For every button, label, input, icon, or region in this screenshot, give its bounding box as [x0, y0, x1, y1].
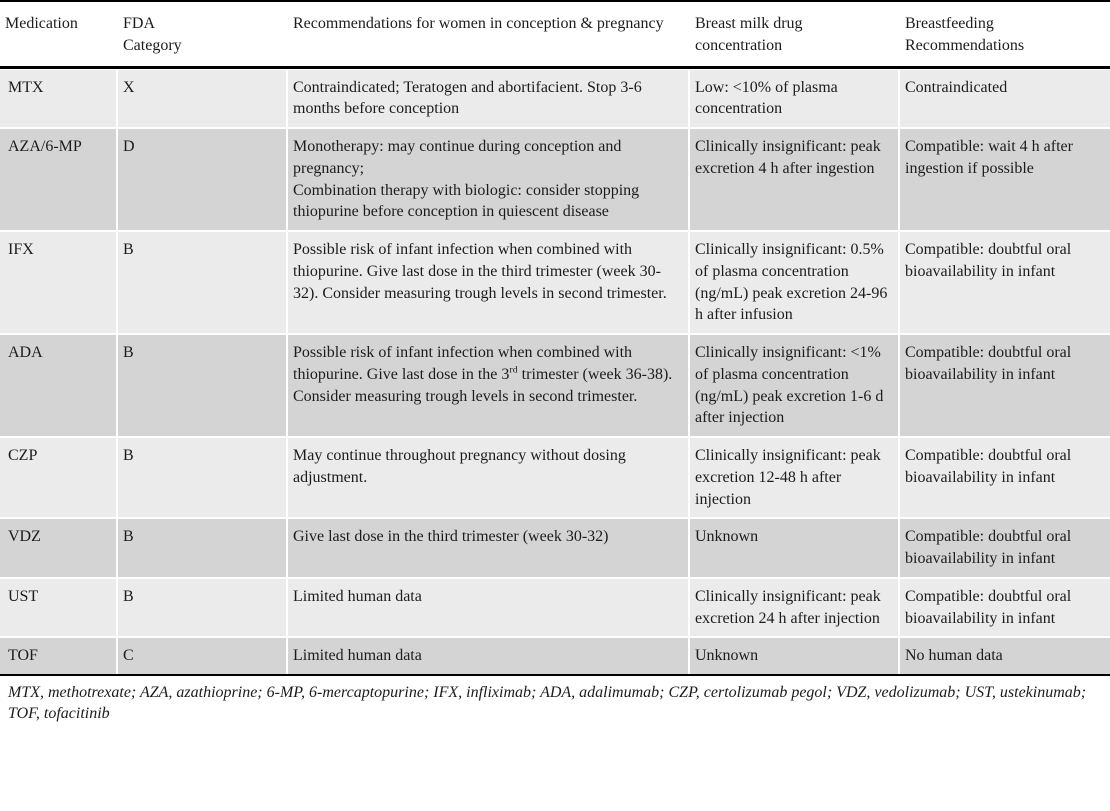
cell-breast-milk: Clinically insignificant: <1% of plasma …: [690, 335, 898, 436]
cell-breastfeeding: No human data: [900, 638, 1110, 674]
cell-breastfeeding: Compatible: doubtful oral bioavailabilit…: [900, 519, 1110, 577]
table-row: TOF C Limited human data Unknown No human da…: [0, 638, 1110, 674]
abbreviation-footnote: MTX, methotrexate; AZA, azathioprine; 6-…: [8, 684, 1087, 723]
cell-recommendation: Limited human data: [288, 578, 688, 637]
cell-medication: UST: [0, 578, 116, 637]
cell-breast-milk: Low: <10% of plasma concentration: [690, 69, 898, 127]
table-top-rule: [0, 0, 1110, 2]
cell-medication: CZP: [0, 438, 116, 518]
cell-fda-category: B: [118, 335, 286, 436]
cell-fda-category: B: [118, 438, 286, 518]
cell-breast-milk: Unknown: [690, 519, 898, 577]
cell-medication: AZA/6-MP: [0, 129, 116, 230]
cell-medication: TOF: [0, 638, 116, 674]
cell-recommendation: Give last dose in the third trimester (w…: [288, 519, 688, 577]
cell-breast-milk: Clinically insignificant: peak excretion…: [690, 129, 898, 230]
table-header-row: Medication FDA Category Recommendations …: [0, 2, 1110, 66]
column-header-fda-category-label: FDA Category: [123, 15, 182, 54]
cell-fda-category: B: [118, 232, 286, 333]
cell-breastfeeding: Contraindicated: [900, 69, 1110, 127]
cell-recommendation: Possible risk of infant infection when c…: [288, 232, 688, 333]
cell-recommendation: Possible risk of infant infection when c…: [288, 335, 688, 436]
cell-breast-milk: Clinically insignificant: peak excretion…: [690, 438, 898, 518]
cell-recommendation: Limited human data: [288, 638, 688, 674]
cell-medication: VDZ: [0, 519, 116, 577]
cell-breastfeeding: Compatible: doubtful oral bioavailabilit…: [900, 578, 1110, 637]
column-header-recommendations: Recommendations for women in conception …: [288, 2, 688, 66]
cell-recommendation: May continue throughout pregnancy withou…: [288, 438, 688, 518]
cell-medication: MTX: [0, 69, 116, 127]
table-row: UST B Limited human data Clinically insigni…: [0, 578, 1110, 637]
table-row: VDZ B Give last dose in the third trimeste…: [0, 519, 1110, 577]
cell-fda-category: X: [118, 69, 286, 127]
cell-fda-category: C: [118, 638, 286, 674]
medication-pregnancy-table-page: Medication FDA Category Recommendations …: [0, 0, 1110, 723]
cell-breastfeeding: Compatible: wait 4 h after ingestion if …: [900, 129, 1110, 230]
cell-breast-milk: Clinically insignificant: peak excretion…: [690, 578, 898, 637]
cell-recommendation: Contraindicated; Teratogen and abortifac…: [288, 69, 688, 127]
column-header-breast-milk: Breast milk drug concentration: [690, 2, 898, 66]
table-row: AZA/6-MP D Monotherapy: may continue durin…: [0, 129, 1110, 230]
table-row: ADA B Possible risk of infant infection wh…: [0, 335, 1110, 436]
table-bottom-rule: [0, 674, 1110, 676]
cell-fda-category: D: [118, 129, 286, 230]
header-divider-rule: [0, 65, 1110, 69]
cell-medication: IFX: [0, 232, 116, 333]
cell-breastfeeding: Compatible: doubtful oral bioavailabilit…: [900, 232, 1110, 333]
table-row: IFX B Possible risk of infant infection wh…: [0, 232, 1110, 333]
cell-breastfeeding: Compatible: doubtful oral bioavailabilit…: [900, 438, 1110, 518]
table-body: MTX X Contraindicated; Teratogen and abort…: [0, 69, 1110, 674]
cell-fda-category: B: [118, 578, 286, 637]
table-row: CZP B May continue throughout pregnancy wi…: [0, 438, 1110, 518]
table-row: MTX X Contraindicated; Teratogen and abort…: [0, 69, 1110, 127]
cell-breast-milk: Unknown: [690, 638, 898, 674]
cell-recommendation: Monotherapy: may continue during concept…: [288, 129, 688, 230]
cell-breast-milk: Clinically insignificant: 0.5% of plasma…: [690, 232, 898, 333]
cell-fda-category: B: [118, 519, 286, 577]
column-header-fda-category: FDA Category: [118, 2, 286, 66]
column-header-medication: Medication: [0, 2, 116, 66]
cell-breastfeeding: Compatible: doubtful oral bioavailabilit…: [900, 335, 1110, 436]
column-header-breastfeeding: Breastfeeding Recommendations: [900, 2, 1110, 66]
cell-medication: ADA: [0, 335, 116, 436]
